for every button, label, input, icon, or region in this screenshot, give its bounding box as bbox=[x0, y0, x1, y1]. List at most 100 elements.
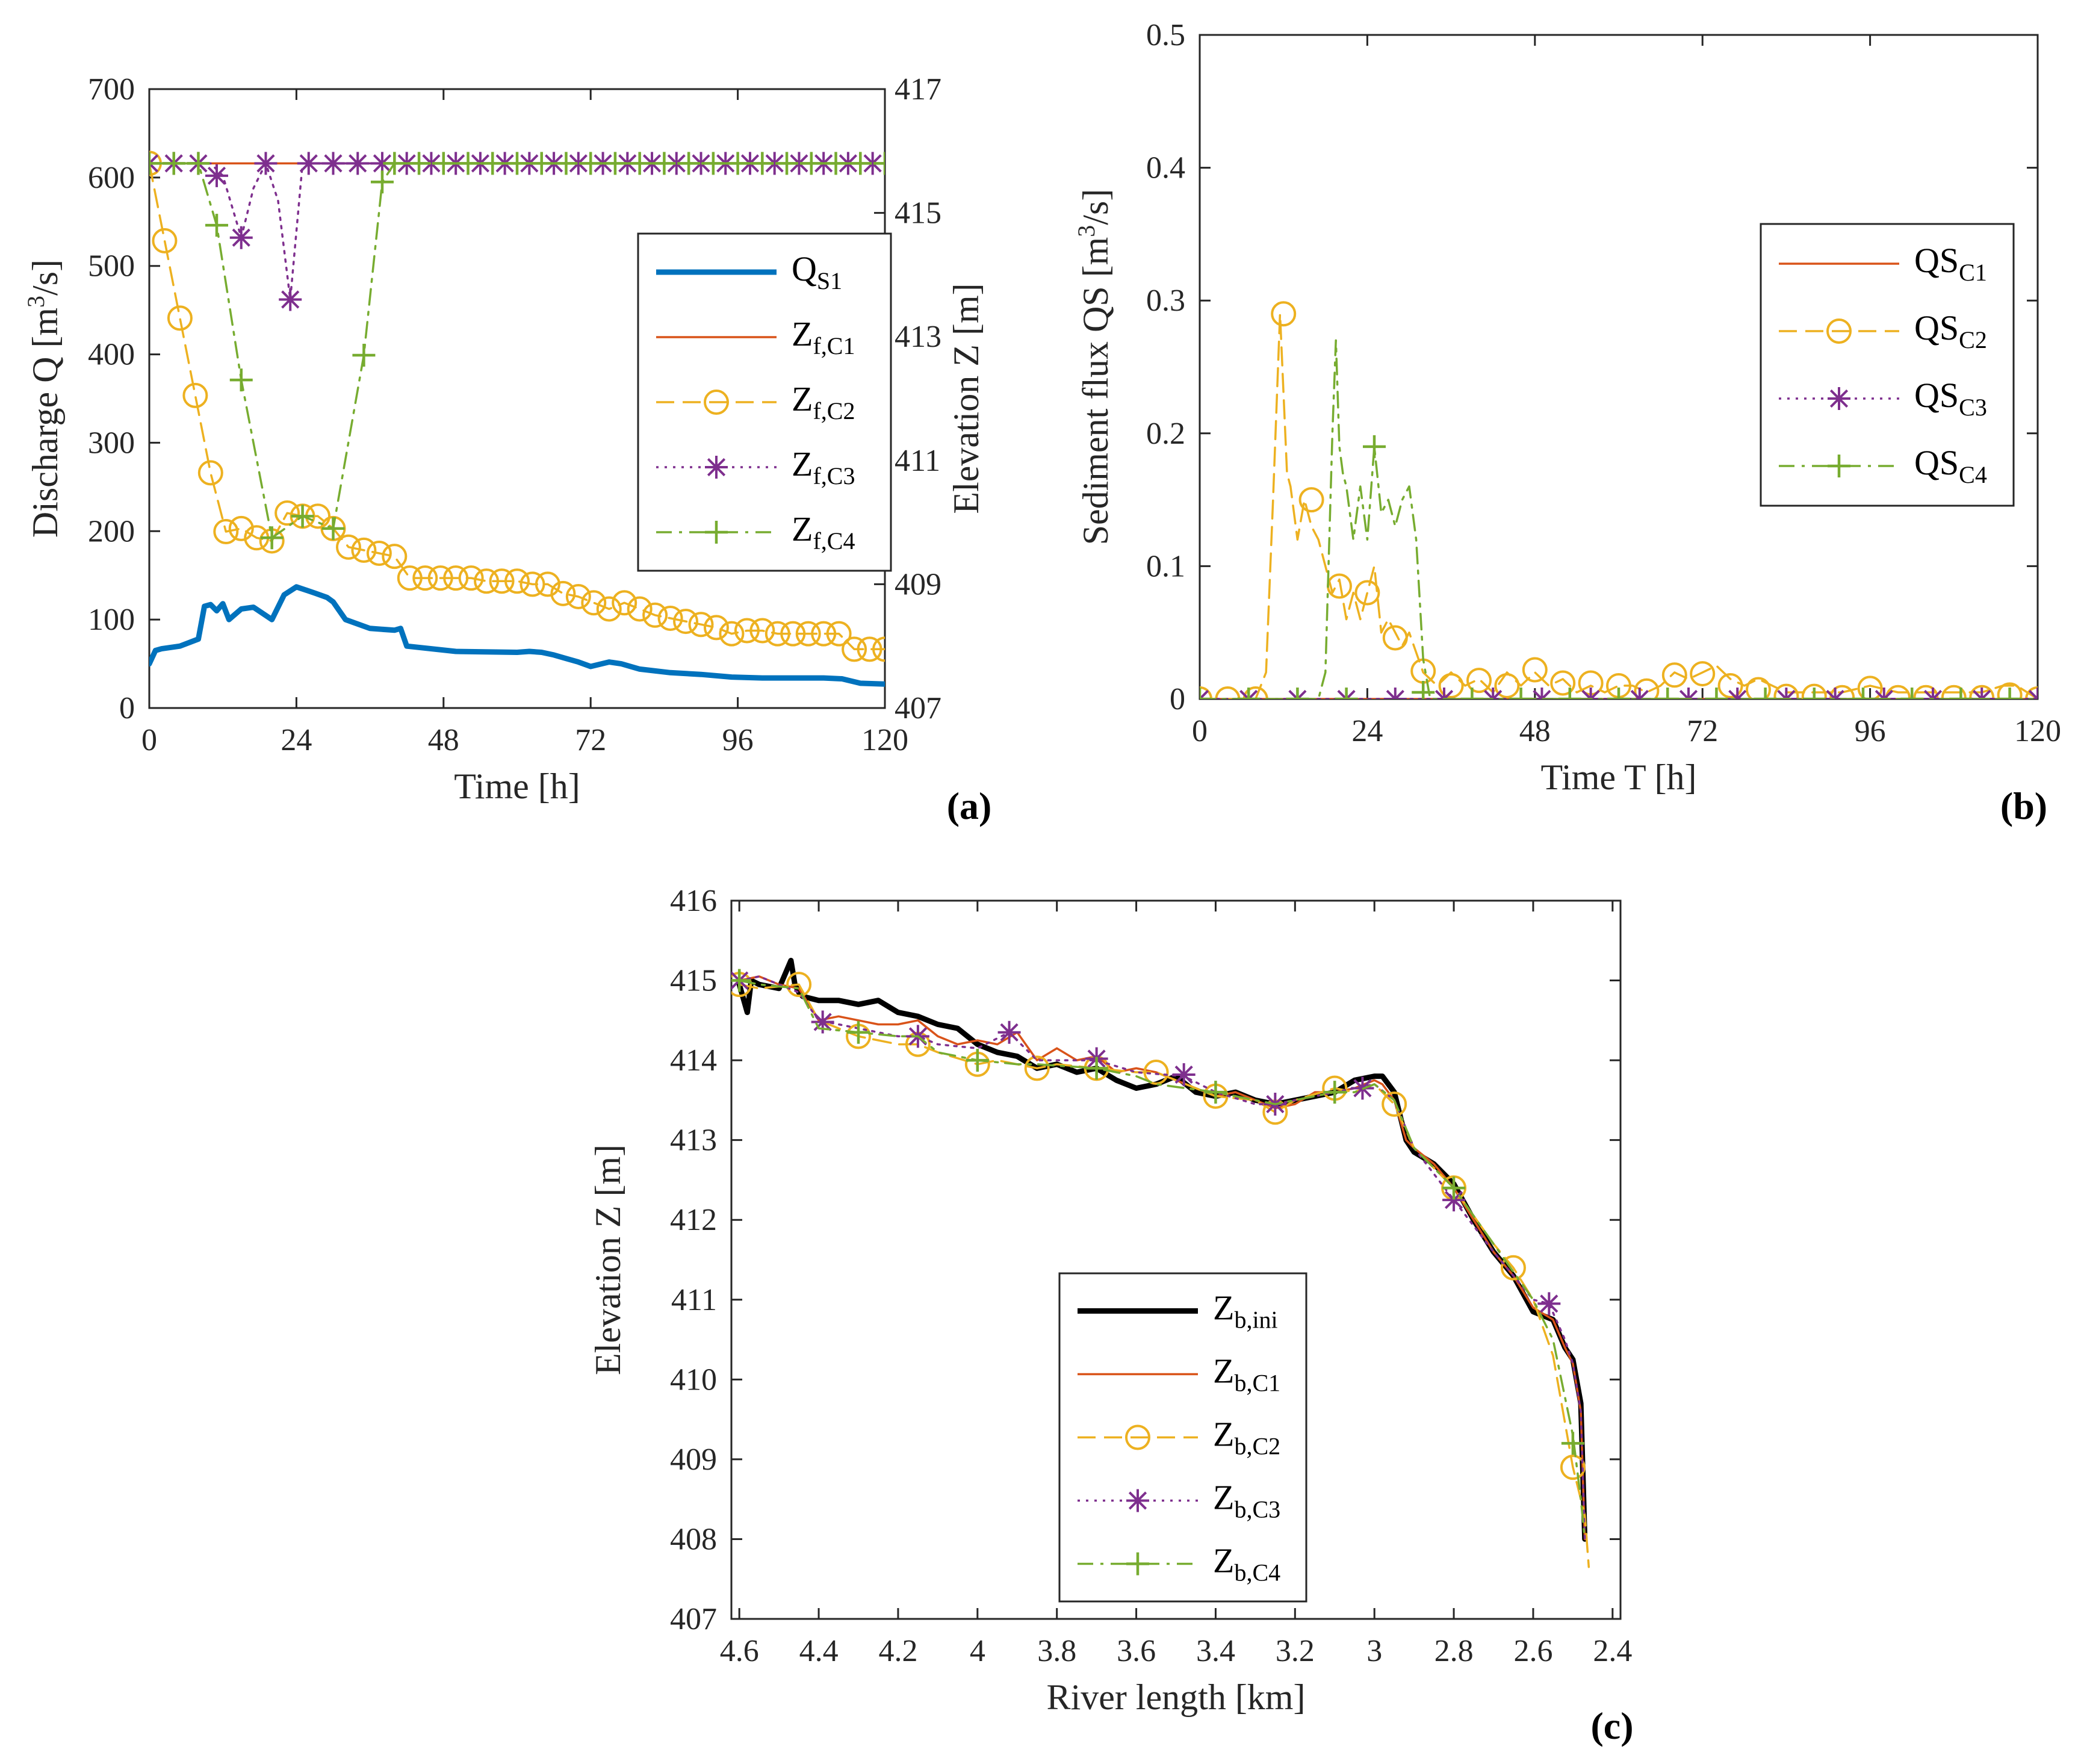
data-point-f,C3 bbox=[254, 152, 278, 175]
legend-marker bbox=[705, 521, 728, 544]
data-point-C2 bbox=[1354, 580, 1380, 606]
data-point-C4 bbox=[1852, 688, 1875, 699]
legend-entry-name: Z bbox=[1213, 1352, 1234, 1391]
data-point-f,C3 bbox=[370, 152, 394, 175]
y-tick-label: 500 bbox=[88, 249, 135, 284]
data-point-f,C2 bbox=[443, 565, 469, 591]
x-tick-label: 3.6 bbox=[1117, 1634, 1156, 1668]
data-point-C4 bbox=[1949, 688, 1973, 699]
data-point-f,C2 bbox=[366, 541, 392, 566]
data-point-C4 bbox=[1705, 688, 1728, 699]
data-point-b,C4 bbox=[1442, 1176, 1466, 1200]
data-point-f,C2 bbox=[382, 544, 408, 570]
x-axis-label: Time T [h] bbox=[1541, 757, 1697, 797]
data-point-f,C3 bbox=[297, 152, 320, 175]
data-point-f,C2 bbox=[688, 612, 714, 638]
legend-marker bbox=[1126, 1552, 1149, 1576]
x-tick-label: 96 bbox=[722, 723, 754, 757]
y-right-tick-label: 417 bbox=[895, 72, 941, 107]
x-tick-label: 4.4 bbox=[799, 1634, 839, 1668]
legend-frame bbox=[1760, 223, 2015, 507]
data-point-C2 bbox=[1661, 662, 1687, 688]
x-tick-label: 4 bbox=[970, 1634, 985, 1668]
data-point-f,C4 bbox=[162, 152, 185, 175]
legend-marker bbox=[1828, 387, 1850, 410]
data-point-f,C4 bbox=[321, 517, 345, 540]
data-point-f,C2 bbox=[335, 534, 361, 560]
legend-entry-sub: b,C3 bbox=[1234, 1496, 1280, 1523]
x-tick-label: 120 bbox=[861, 723, 908, 757]
data-point-f,C2 bbox=[719, 621, 745, 647]
data-point-C4 bbox=[1998, 688, 2021, 699]
data-point-f,C3 bbox=[229, 226, 253, 249]
data-point-b,C4 bbox=[1561, 1432, 1584, 1455]
legend-entry-name: Z bbox=[1213, 1415, 1234, 1454]
data-point-b,C4 bbox=[847, 1020, 870, 1044]
x-tick-label: 2.8 bbox=[1434, 1634, 1474, 1668]
legend-entry-sub: C3 bbox=[1959, 394, 1987, 421]
data-point-f,C4 bbox=[481, 152, 504, 175]
x-tick-label: 48 bbox=[428, 723, 459, 757]
y-tick-label: 0.4 bbox=[1146, 151, 1185, 185]
series-line-QS-C2 bbox=[1200, 312, 2038, 699]
x-tick-label: 0 bbox=[1192, 714, 1208, 748]
data-point-b,C4 bbox=[1323, 1081, 1347, 1104]
y-right-tick-label: 409 bbox=[895, 567, 941, 601]
legend-entry: Zf,C1 bbox=[792, 314, 855, 359]
data-point-f,C3 bbox=[763, 152, 786, 175]
data-point-C2 bbox=[1438, 672, 1464, 698]
chart-panel-c: 4.6 4.4 4.2 4 3.8 3.6 3.4 3.2 3 2.8 2.6 2.4 407 408 40… bbox=[588, 884, 1634, 1747]
y-tick-label: 100 bbox=[88, 603, 135, 637]
legend-entry-sub: f,C1 bbox=[813, 332, 855, 359]
data-point-b,C2 bbox=[1024, 1055, 1050, 1081]
data-point-f,C2 bbox=[565, 583, 591, 609]
y-tick-label: 0.5 bbox=[1146, 18, 1185, 52]
data-point-f,C3 bbox=[420, 152, 443, 175]
y-axis-label: Sediment flux QS [m3/s] bbox=[1073, 189, 1115, 545]
x-tick-label: 3.4 bbox=[1196, 1634, 1235, 1668]
data-point-f,C4 bbox=[824, 152, 848, 175]
data-point-f,C2 bbox=[842, 636, 867, 662]
data-point-C4 bbox=[1237, 688, 1261, 699]
data-point-f,C2 bbox=[550, 580, 576, 606]
data-point-f,C4 bbox=[726, 152, 749, 175]
series-layer bbox=[1200, 301, 2038, 699]
data-point-f,C4 bbox=[775, 152, 799, 175]
y-tick-label: 407 bbox=[670, 1602, 717, 1636]
data-point-f,C3 bbox=[205, 164, 229, 187]
legend-entry: Zb,ini bbox=[1213, 1288, 1278, 1334]
data-point-f,C2 bbox=[213, 519, 239, 545]
legend-marker bbox=[1828, 455, 1850, 477]
data-point-f,C3 bbox=[279, 288, 302, 311]
data-point-C2 bbox=[1466, 668, 1492, 694]
y-axis-label-sup: 3 bbox=[1073, 225, 1100, 237]
data-point-C2 bbox=[1550, 670, 1576, 696]
legend-entry-sub: C4 bbox=[1959, 461, 1987, 488]
data-point-f,C2 bbox=[642, 602, 668, 628]
data-point-f,C2 bbox=[397, 565, 423, 591]
data-point-f,C3 bbox=[665, 152, 688, 175]
data-point-f,C4 bbox=[352, 344, 376, 367]
legend-entry-name: Z bbox=[792, 444, 813, 483]
legend-entry-sub: b,C1 bbox=[1234, 1370, 1280, 1397]
y-tick-label: 300 bbox=[88, 426, 135, 460]
data-point-f,C2 bbox=[351, 537, 377, 563]
data-point-b,C4 bbox=[966, 1049, 989, 1072]
data-point-C4 bbox=[1754, 688, 1777, 699]
data-point-f,C2 bbox=[872, 636, 885, 662]
legend-entry: QSC2 bbox=[1914, 308, 1987, 353]
data-point-C2 bbox=[1242, 686, 1268, 699]
y-tick-label: 700 bbox=[88, 72, 135, 107]
legend-entry: Zb,C2 bbox=[1213, 1415, 1280, 1460]
data-point-b,C2 bbox=[786, 972, 812, 998]
data-point-f,C3 bbox=[346, 152, 370, 175]
data-point-f,C2 bbox=[703, 615, 729, 641]
data-point-f,C2 bbox=[857, 636, 882, 662]
x-tick-label: 0 bbox=[141, 723, 157, 757]
data-point-f,C4 bbox=[383, 152, 406, 175]
chart-panel-b: 0 24 48 72 96 120 0 0.1 0.2 0.3 0.4 0.5 Time T [h] Se… bbox=[1073, 18, 2061, 827]
data-point-f,C4 bbox=[370, 170, 394, 194]
y-tick-label: 0.1 bbox=[1146, 549, 1185, 583]
